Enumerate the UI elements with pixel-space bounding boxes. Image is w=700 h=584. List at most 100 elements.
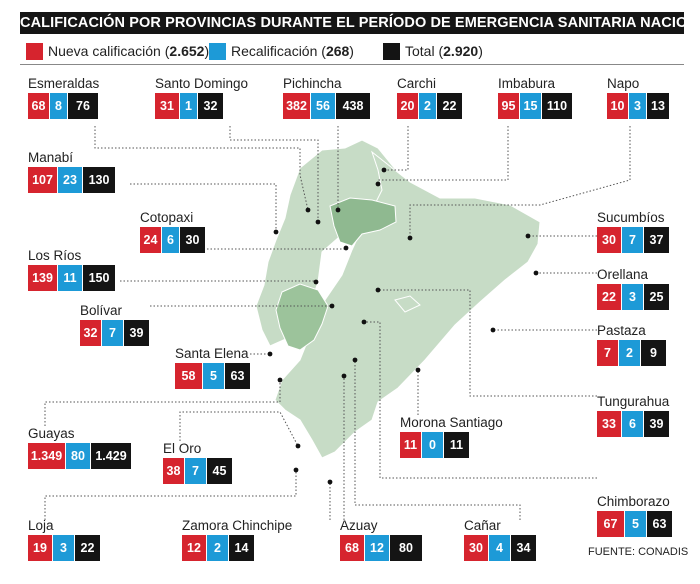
re-value: 2 — [619, 340, 641, 366]
value-boxes: 24 6 30 — [140, 227, 205, 253]
total-value: 1.429 — [91, 443, 131, 469]
province-name: Santo Domingo — [155, 76, 249, 91]
leader-line-carchi — [384, 126, 409, 171]
province-name: Imbabura — [498, 76, 556, 91]
value-boxes: 67 5 63 — [597, 511, 672, 537]
map-dot-pichincha — [335, 207, 341, 213]
new-value: 20 — [397, 93, 419, 119]
legend-swatch-re — [209, 43, 226, 60]
new-value: 30 — [464, 535, 489, 561]
legend-swatch-total — [383, 43, 400, 60]
map-shapes — [255, 139, 541, 459]
leader-line-santo-domingo — [229, 126, 319, 222]
map-dot-orellana — [533, 270, 539, 276]
province-esmeraldas: Esmeraldas 68 8 76 — [28, 76, 99, 119]
map-dot-napo — [407, 235, 413, 241]
province-morona-santiago: Morona Santiago 11 0 11 — [400, 415, 503, 458]
total-value: 22 — [437, 93, 462, 119]
province-napo: Napo 10 3 13 — [607, 76, 669, 119]
map-dot-esmeraldas — [305, 207, 311, 213]
new-value: 11 — [400, 432, 422, 458]
source-note: FUENTE: CONADIS — [588, 546, 689, 558]
new-value: 139 — [28, 265, 58, 291]
re-value: 6 — [162, 227, 180, 253]
value-boxes: 22 3 25 — [597, 284, 669, 310]
new-value: 38 — [163, 458, 185, 484]
new-value: 10 — [607, 93, 629, 119]
total-value: 438 — [336, 93, 370, 119]
new-value: 30 — [597, 227, 622, 253]
total-value: 13 — [647, 93, 669, 119]
re-value: 8 — [50, 93, 68, 119]
value-boxes: 38 7 45 — [163, 458, 232, 484]
re-value: 5 — [203, 363, 225, 389]
map-dot-tungurahua — [375, 287, 381, 293]
value-boxes: 68 8 76 — [28, 93, 99, 119]
value-boxes: 68 12 80 — [340, 535, 422, 561]
leader-line-esmeraldas — [94, 126, 309, 211]
re-value: 2 — [419, 93, 437, 119]
total-value: 63 — [225, 363, 250, 389]
total-value: 80 — [390, 535, 422, 561]
value-boxes: 19 3 22 — [28, 535, 100, 561]
map-dot-manabi — [273, 229, 279, 235]
legend-label-new: Nueva calificación (2.652) — [48, 43, 210, 59]
province-name: Zamora Chinchipe — [182, 518, 293, 533]
province-carchi: Carchi 20 2 22 — [397, 76, 462, 119]
province-azuay: Azuay 68 12 80 — [340, 518, 422, 561]
leader-line-tungurahua — [378, 289, 597, 397]
new-value: 382 — [283, 93, 311, 119]
value-boxes: 1.349 80 1.429 — [28, 443, 131, 469]
new-value: 67 — [597, 511, 625, 537]
value-boxes: 30 4 34 — [464, 535, 536, 561]
total-value: 25 — [644, 284, 669, 310]
value-boxes: 139 11 150 — [28, 265, 115, 291]
province-name: Esmeraldas — [28, 76, 100, 91]
province-manabi: Manabí 107 23 130 — [28, 150, 115, 193]
map-dot-zamora-chinchipe — [327, 479, 333, 485]
value-boxes: 382 56 438 — [283, 93, 370, 119]
total-value: 63 — [647, 511, 672, 537]
new-value: 1.349 — [28, 443, 66, 469]
map-dot-azuay — [341, 373, 347, 379]
new-value: 12 — [182, 535, 207, 561]
province-pastaza: Pastaza 7 2 9 — [597, 323, 666, 366]
province-name: Orellana — [597, 267, 649, 282]
province-cotopaxi: Cotopaxi 24 6 30 — [140, 210, 205, 253]
map-dot-santo-domingo — [315, 219, 321, 225]
new-value: 58 — [175, 363, 203, 389]
leader-line-el-oro — [179, 411, 299, 447]
map-dot-santa-elena — [267, 351, 273, 357]
legend-swatch-new — [26, 43, 43, 60]
new-value: 7 — [597, 340, 619, 366]
total-value: 39 — [644, 411, 669, 437]
legend-label-re: Recalificación (268) — [231, 43, 354, 59]
value-boxes: 33 6 39 — [597, 411, 669, 437]
value-boxes: 12 2 14 — [182, 535, 292, 561]
total-value: 14 — [229, 535, 254, 561]
leader-line-guayas — [44, 380, 281, 426]
re-value: 15 — [520, 93, 542, 119]
province-name: Morona Santiago — [400, 415, 503, 430]
value-boxes: 32 7 39 — [80, 320, 149, 346]
leader-line-chimborazo — [364, 321, 597, 479]
province-sucumbios: Sucumbíos 30 7 37 — [597, 210, 669, 253]
value-boxes: 31 1 32 — [155, 93, 248, 119]
map-dot-el-oro — [295, 443, 301, 449]
total-value: 9 — [641, 340, 666, 366]
leader-dots — [267, 167, 539, 485]
legend-label-total: Total (2.920) — [405, 43, 483, 59]
map-dot-cotopaxi — [343, 245, 349, 251]
page-title: CALIFICACIÓN POR PROVINCIAS DURANTE EL P… — [20, 12, 700, 34]
re-value: 7 — [622, 227, 644, 253]
divider — [20, 64, 684, 65]
re-value: 0 — [422, 432, 444, 458]
total-value: 34 — [511, 535, 536, 561]
value-boxes: 58 5 63 — [175, 363, 250, 389]
province-orellana: Orellana 22 3 25 — [597, 267, 669, 310]
province-name: Tungurahua — [597, 394, 670, 409]
province-name: Cañar — [464, 518, 501, 533]
new-value: 32 — [80, 320, 102, 346]
